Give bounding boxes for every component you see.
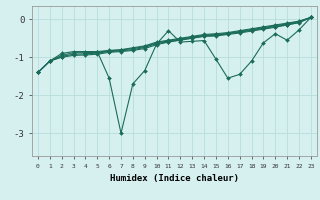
X-axis label: Humidex (Indice chaleur): Humidex (Indice chaleur)	[110, 174, 239, 183]
